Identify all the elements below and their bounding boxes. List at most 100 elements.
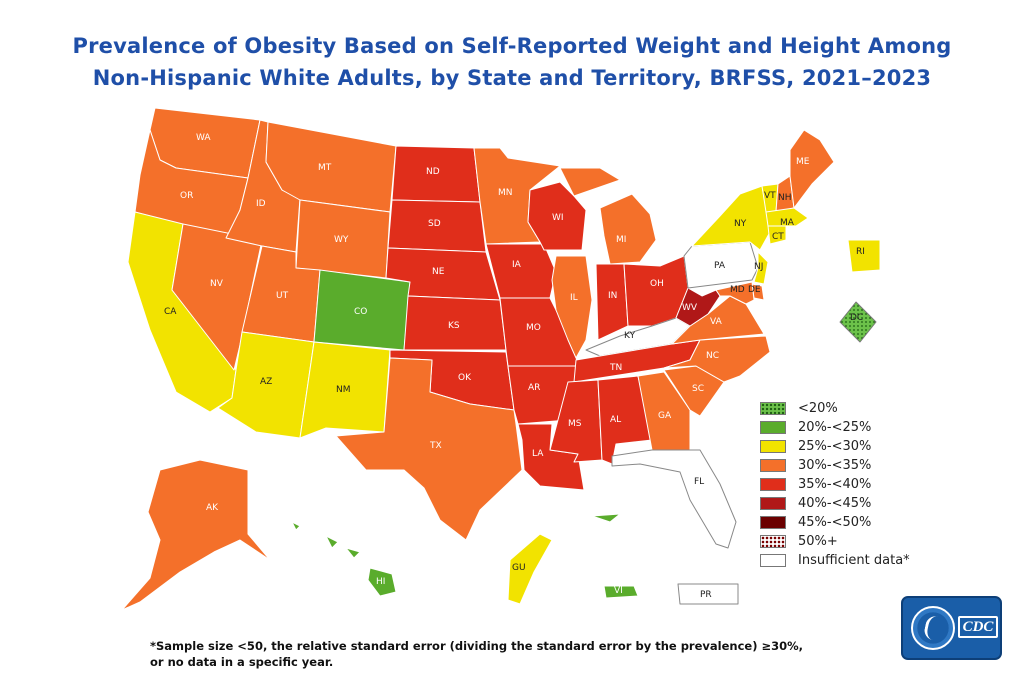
- state-ma[interactable]: [765, 207, 809, 227]
- legend-swatch: [760, 554, 786, 567]
- map-title: Prevalence of Obesity Based on Self-Repo…: [0, 30, 1024, 94]
- label-tx: TX: [429, 441, 442, 451]
- legend-item: 30%-<35%: [760, 456, 980, 475]
- legend-item: 50%+: [760, 532, 980, 551]
- legend-label: 30%-<35%: [798, 458, 872, 473]
- label-de: DE: [748, 285, 761, 295]
- state-la[interactable]: [517, 423, 585, 491]
- cdc-logo-text: CDC: [958, 616, 998, 638]
- legend-item: 40%-<45%: [760, 494, 980, 513]
- map-title-line-2: Non-Hispanic White Adults, by State and …: [92, 66, 932, 90]
- legend-label: 25%-<30%: [798, 439, 872, 454]
- label-ar: AR: [528, 383, 540, 393]
- label-sc: SC: [692, 384, 704, 394]
- label-mn: MN: [498, 188, 513, 198]
- legend-label: 45%-<50%: [798, 515, 872, 530]
- state-md[interactable]: [715, 281, 755, 305]
- label-la: LA: [532, 449, 544, 459]
- state-dc[interactable]: [839, 301, 877, 343]
- label-ut: UT: [276, 291, 289, 301]
- label-ia: IA: [512, 260, 522, 270]
- legend-item: 20%-<25%: [760, 418, 980, 437]
- label-in: IN: [608, 291, 617, 301]
- label-ky: KY: [624, 331, 636, 341]
- label-ks: KS: [448, 321, 460, 331]
- label-sd: SD: [428, 219, 441, 229]
- label-gu: GU: [512, 563, 526, 573]
- legend-item: Insufficient data*: [760, 551, 980, 570]
- legend-swatch: [760, 402, 786, 415]
- label-wa: WA: [196, 133, 211, 143]
- legend-label: 20%-<25%: [798, 420, 872, 435]
- label-md: MD: [730, 285, 745, 295]
- label-ms: MS: [568, 419, 582, 429]
- legend-swatch: [760, 497, 786, 510]
- label-wv: WV: [682, 303, 698, 313]
- label-nc: NC: [706, 351, 719, 361]
- label-va: VA: [710, 317, 723, 327]
- state-ct[interactable]: [767, 225, 787, 245]
- state-wi[interactable]: [527, 181, 587, 251]
- label-pa: PA: [714, 261, 726, 271]
- footnote: *Sample size <50, the relative standard …: [150, 638, 870, 670]
- label-al: AL: [610, 415, 621, 425]
- label-tn: TN: [609, 363, 622, 373]
- label-ga: GA: [658, 411, 672, 421]
- label-ny: NY: [734, 219, 747, 229]
- map-title-line-1: Prevalence of Obesity Based on Self-Repo…: [72, 34, 952, 58]
- legend-label: 50%+: [798, 534, 838, 549]
- legend-swatch: [760, 440, 786, 453]
- label-wy: WY: [334, 235, 349, 245]
- cdc-logo: CDC: [901, 596, 1002, 660]
- state-ny[interactable]: [691, 185, 771, 251]
- footnote-line-1: *Sample size <50, the relative standard …: [150, 639, 803, 653]
- legend-swatch: [760, 459, 786, 472]
- legend-item: 35%-<40%: [760, 475, 980, 494]
- label-pr: PR: [700, 590, 712, 600]
- label-nj: NJ: [754, 262, 763, 272]
- state-me[interactable]: [789, 129, 835, 209]
- state-nc[interactable]: [663, 335, 771, 383]
- label-co: CO: [354, 307, 367, 317]
- legend-swatch: [760, 478, 786, 491]
- label-vt: VT: [764, 191, 776, 201]
- label-fl: FL: [694, 477, 704, 487]
- state-ak[interactable]: [121, 459, 271, 611]
- label-dc: DC: [850, 313, 863, 323]
- state-gu[interactable]: [507, 533, 553, 605]
- label-or: OR: [180, 191, 193, 201]
- state-ri[interactable]: [847, 239, 881, 273]
- label-id: ID: [256, 199, 266, 209]
- legend-item: 25%-<30%: [760, 437, 980, 456]
- legend-label: 35%-<40%: [798, 477, 872, 492]
- state-ga[interactable]: [637, 371, 691, 455]
- label-mi: MI: [616, 235, 626, 245]
- state-vi[interactable]: [591, 513, 639, 599]
- label-hi: HI: [376, 577, 385, 587]
- state-nm[interactable]: [299, 341, 391, 439]
- legend: <20% 20%-<25% 25%-<30% 30%-<35% 35%-<40%…: [760, 399, 980, 570]
- state-pr[interactable]: [677, 583, 739, 605]
- label-oh: OH: [650, 279, 664, 289]
- label-il: IL: [570, 293, 578, 303]
- legend-label: Insufficient data*: [798, 553, 910, 568]
- label-ma: MA: [780, 218, 795, 228]
- state-mi[interactable]: [559, 167, 657, 265]
- label-ne: NE: [432, 267, 445, 277]
- state-fl[interactable]: [611, 449, 737, 549]
- state-hi[interactable]: [291, 521, 397, 597]
- legend-label: 40%-<45%: [798, 496, 872, 511]
- label-mt: MT: [318, 163, 332, 173]
- label-ok: OK: [458, 373, 472, 383]
- legend-swatch: [760, 516, 786, 529]
- state-tx[interactable]: [335, 357, 523, 541]
- label-nv: NV: [210, 279, 224, 289]
- label-me: ME: [796, 157, 810, 167]
- label-ak: AK: [206, 503, 219, 513]
- state-in[interactable]: [595, 263, 629, 341]
- state-il[interactable]: [551, 255, 593, 359]
- legend-swatch: [760, 421, 786, 434]
- label-mo: MO: [526, 323, 541, 333]
- state-nj[interactable]: [753, 251, 769, 285]
